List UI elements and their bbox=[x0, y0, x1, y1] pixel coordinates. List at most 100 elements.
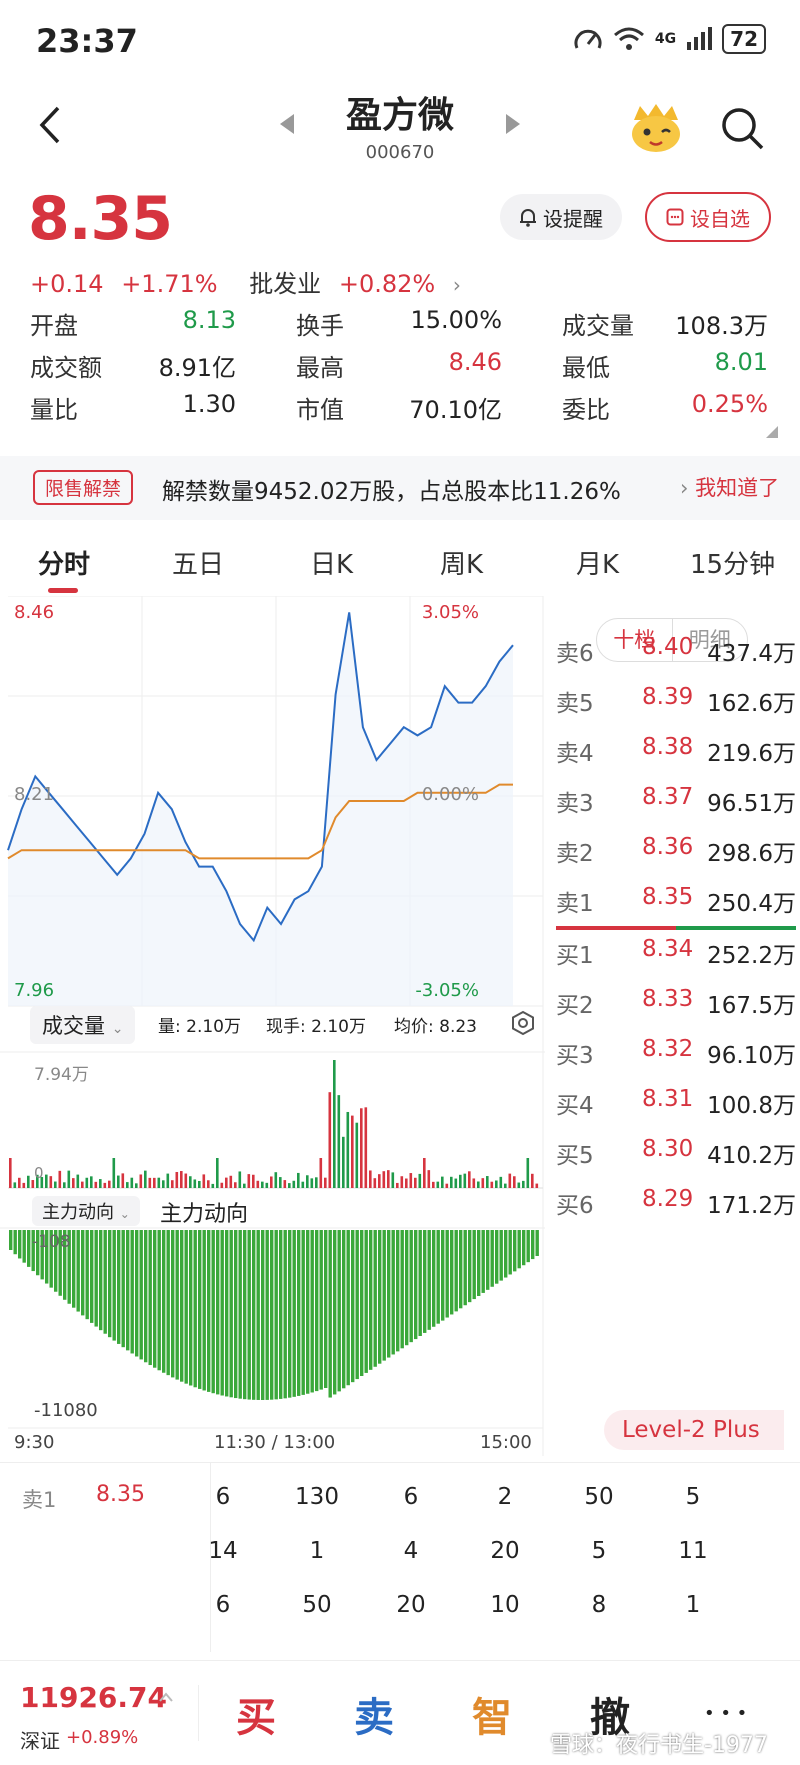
price-change-line[interactable]: +0.14 +1.71% 批发业 +0.82% › bbox=[30, 264, 471, 299]
volume-bar bbox=[27, 1175, 30, 1188]
smart-button[interactable]: 智 bbox=[472, 1695, 512, 1741]
orderbook-row[interactable]: 买4 8.31 100.8万 bbox=[556, 1086, 796, 1126]
flow-bar bbox=[94, 1230, 98, 1327]
volume-bar bbox=[499, 1176, 503, 1188]
tab-ten-levels[interactable]: 十档 bbox=[597, 619, 673, 661]
volume-bar bbox=[184, 1173, 188, 1188]
flow-bar bbox=[103, 1230, 107, 1334]
settings-icon[interactable] bbox=[510, 1010, 536, 1036]
flow-bar bbox=[153, 1230, 157, 1368]
flow-bar bbox=[441, 1230, 445, 1321]
flow-bar bbox=[238, 1230, 242, 1399]
volume-bar bbox=[279, 1177, 282, 1188]
volume-bar bbox=[423, 1158, 426, 1188]
tab-monthly-k[interactable]: 月K bbox=[576, 550, 620, 580]
banner-dismiss-label: 我知道了 bbox=[695, 476, 780, 500]
orderbook-row[interactable]: 买6 8.29 171.2万 bbox=[556, 1186, 796, 1226]
intraday-chart-area[interactable]: 8.46 3.05% 8.21 0.00% 7.96 -3.05% 成交量 ⌄ … bbox=[0, 595, 545, 1456]
index-value[interactable]: 11926.74 bbox=[20, 1681, 168, 1714]
orderbook-qty: 250.4万 bbox=[707, 891, 796, 917]
stat-label: 换手 bbox=[296, 312, 344, 340]
add-watchlist-label: 设自选 bbox=[690, 206, 750, 231]
flow-selector[interactable]: 主力动向 ⌄ bbox=[32, 1196, 140, 1226]
flow-bar bbox=[67, 1230, 71, 1304]
volume-bar bbox=[333, 1060, 336, 1188]
volume-bar bbox=[315, 1177, 318, 1188]
flow-bar bbox=[211, 1230, 215, 1394]
prev-stock-icon[interactable] bbox=[278, 112, 296, 136]
flow-bar bbox=[436, 1230, 440, 1324]
intraday-chart[interactable] bbox=[0, 595, 545, 1456]
level2-plus-button[interactable]: Level-2 Plus bbox=[604, 1410, 784, 1450]
volume-bar bbox=[126, 1182, 129, 1188]
buy-button[interactable]: 买 bbox=[236, 1695, 276, 1741]
next-stock-icon[interactable] bbox=[504, 112, 522, 136]
banner-dismiss-button[interactable]: › 我知道了 bbox=[680, 472, 779, 502]
orderbook-label: 买5 bbox=[556, 1143, 594, 1169]
orderbook-row[interactable]: 卖1 8.35 250.4万 bbox=[556, 884, 796, 924]
volume-bar bbox=[63, 1182, 66, 1188]
volume-bar bbox=[94, 1181, 98, 1188]
orderbook-row[interactable]: 买1 8.34 252.2万 bbox=[556, 936, 796, 976]
flow-bar bbox=[310, 1230, 314, 1393]
tab-daily-k[interactable]: 日K bbox=[310, 550, 354, 580]
flow-bar bbox=[346, 1230, 350, 1386]
tab-intraday[interactable]: 分时 bbox=[38, 550, 91, 580]
chevron-down-icon: ⌄ bbox=[111, 1021, 124, 1037]
expand-corner-icon[interactable] bbox=[766, 426, 778, 438]
orderbook-row[interactable]: 卖4 8.38 219.6万 bbox=[556, 734, 796, 774]
tab-detail[interactable]: 明细 bbox=[688, 628, 731, 652]
flow-bar bbox=[117, 1230, 121, 1344]
orderbook-price: 8.32 bbox=[642, 1036, 694, 1062]
cancel-button[interactable]: 撤 bbox=[590, 1695, 630, 1741]
mascot-icon[interactable] bbox=[626, 100, 686, 154]
orderbook-row[interactable]: 买2 8.33 167.5万 bbox=[556, 986, 796, 1026]
stat-label: 委比 bbox=[562, 396, 610, 424]
orderbook-toggle[interactable]: 十档 明细 bbox=[596, 618, 748, 662]
back-arrow-icon[interactable] bbox=[28, 100, 78, 150]
orderbook-qty: 410.2万 bbox=[707, 1143, 796, 1169]
orderbook-row[interactable]: 卖5 8.39 162.6万 bbox=[556, 684, 796, 724]
speed-icon bbox=[574, 29, 602, 49]
set-alert-button[interactable]: 设提醒 bbox=[500, 194, 622, 240]
flow-bar bbox=[126, 1230, 130, 1351]
add-watchlist-button[interactable]: 设自选 bbox=[645, 192, 771, 242]
avg-line bbox=[7, 783, 513, 860]
sell-button[interactable]: 卖 bbox=[354, 1695, 394, 1741]
volume-zero: 0 bbox=[34, 1164, 44, 1182]
search-icon[interactable] bbox=[718, 104, 766, 152]
trade-detail: 卖1 8.35 6 130 6 2 50 5 14 1 4 20 5 11 6 50 20 10 8 1 bbox=[0, 1462, 800, 1652]
volume-bar bbox=[162, 1180, 165, 1188]
flow-bar bbox=[180, 1230, 184, 1382]
chevron-down-icon: ⌄ bbox=[119, 1207, 130, 1221]
volume-bar bbox=[180, 1171, 183, 1188]
flow-bar bbox=[337, 1230, 341, 1392]
tab-weekly-k[interactable]: 周K bbox=[440, 550, 484, 580]
flow-bar bbox=[400, 1230, 404, 1349]
trade-cell: 20 bbox=[396, 1592, 426, 1618]
volume-bar bbox=[373, 1178, 377, 1188]
orderbook-row[interactable]: 买5 8.30 410.2万 bbox=[556, 1136, 796, 1176]
orderbook-price: 8.30 bbox=[642, 1136, 694, 1162]
tab-five-day[interactable]: 五日 bbox=[172, 550, 225, 580]
volume-bar bbox=[432, 1181, 435, 1188]
orderbook-row[interactable]: 卖2 8.36 298.6万 bbox=[556, 834, 796, 874]
flow-bar bbox=[445, 1230, 449, 1318]
volume-bar bbox=[247, 1174, 251, 1188]
flow-bar bbox=[144, 1230, 148, 1363]
price-area bbox=[8, 612, 513, 1006]
orderbook-row[interactable]: 卖6 8.40 437.4万 bbox=[556, 634, 796, 674]
flow-bar bbox=[513, 1230, 517, 1272]
orderbook-row[interactable]: 买3 8.32 96.10万 bbox=[556, 1036, 796, 1076]
orderbook-row[interactable]: 卖3 8.37 96.51万 bbox=[556, 784, 796, 824]
flow-bar bbox=[373, 1230, 377, 1367]
divider bbox=[0, 1462, 800, 1463]
volume-bar bbox=[54, 1181, 57, 1188]
more-icon[interactable]: • • • bbox=[704, 1703, 748, 1724]
tab-15min[interactable]: 15分钟 bbox=[690, 550, 776, 580]
flow-bar bbox=[220, 1230, 224, 1396]
flow-bar bbox=[324, 1230, 328, 1388]
volume-bar bbox=[112, 1158, 116, 1188]
volume-selector[interactable]: 成交量 ⌄ bbox=[30, 1006, 136, 1044]
volume-bar bbox=[396, 1182, 399, 1188]
